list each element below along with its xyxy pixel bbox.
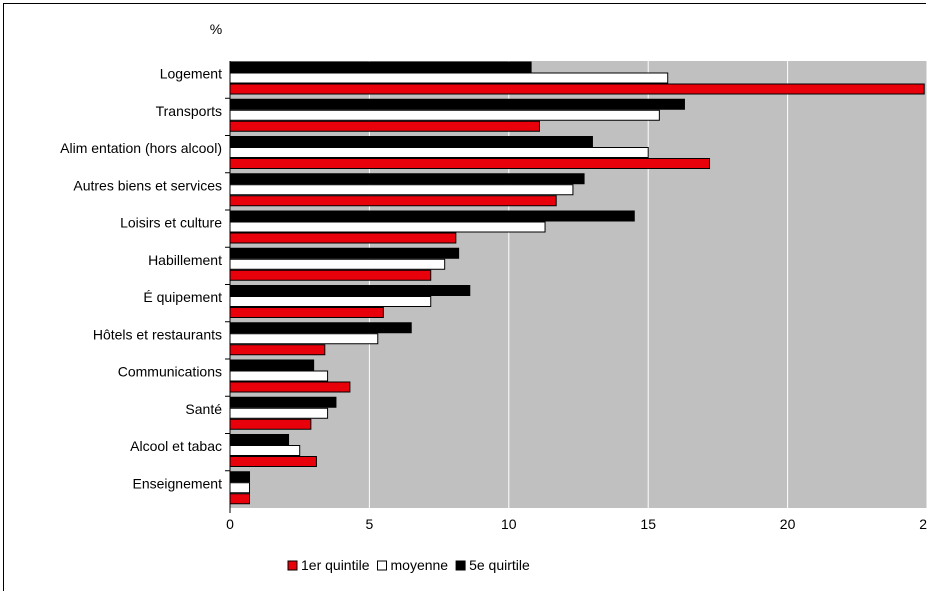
bar (229, 109, 660, 121)
bar (229, 344, 326, 356)
category-label: É quipement (143, 289, 222, 305)
bar (229, 195, 557, 207)
category-label: Loisirs et culture (120, 215, 222, 231)
bar (229, 333, 379, 345)
x-tick-label: 25 (919, 516, 927, 532)
category-label: Habillement (148, 252, 222, 268)
bar (229, 471, 251, 483)
category-label: Santé (185, 401, 222, 417)
bar (229, 381, 351, 393)
bar (229, 434, 290, 445)
plot-area (230, 61, 927, 508)
bar (229, 72, 669, 84)
category-label: Logement (160, 66, 222, 82)
bar (229, 184, 574, 196)
bar (229, 120, 540, 132)
bar (229, 482, 251, 494)
bar (229, 359, 315, 371)
bar (229, 136, 593, 147)
category-label: Enseignement (132, 475, 222, 491)
x-tick-label: 0 (226, 516, 234, 532)
legend-label: moyenne (391, 557, 449, 573)
bar (229, 232, 457, 244)
bar (229, 61, 532, 73)
category-label: Transports (156, 103, 222, 119)
bar (229, 158, 711, 169)
x-tick-label: 20 (780, 516, 796, 532)
bar (229, 418, 312, 430)
bar (229, 407, 329, 419)
category-label: Hôtels et restaurants (93, 326, 222, 342)
bar (229, 221, 546, 233)
bar (229, 285, 471, 296)
bar (229, 83, 925, 95)
legend-label: 1er quintile (301, 557, 370, 573)
category-label: Communications (118, 364, 222, 380)
category-label: Alcool et tabac (130, 438, 222, 454)
bar (229, 456, 317, 467)
x-tick-label: 10 (501, 516, 517, 532)
legend-swatch (455, 560, 466, 571)
bar (229, 147, 649, 158)
bar (229, 370, 329, 382)
legend-label: 5e quirtile (469, 557, 530, 573)
bar (229, 493, 251, 505)
bar (229, 247, 460, 259)
x-tick-label: 15 (640, 516, 656, 532)
bar (229, 173, 585, 185)
bar (229, 269, 432, 281)
bar (229, 98, 685, 110)
legend-swatch (377, 560, 387, 571)
category-label: Autres biens et services (73, 177, 222, 193)
bar (229, 396, 337, 408)
x-tick-label: 5 (366, 516, 374, 532)
bar (229, 322, 412, 334)
bar (229, 296, 432, 307)
bar (229, 445, 301, 456)
category-label: Alim entation (hors alcool) (60, 140, 222, 156)
legend-swatch (287, 560, 298, 571)
bar (229, 258, 446, 270)
bar (229, 307, 384, 318)
bar (229, 210, 635, 222)
unit-label: % (210, 21, 222, 37)
